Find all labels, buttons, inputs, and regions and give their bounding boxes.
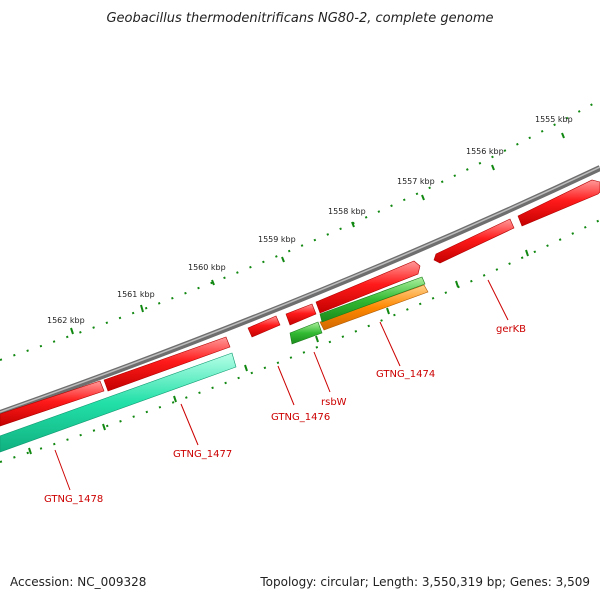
gene-gerKB-right-arrow[interactable] [517,179,600,227]
gene-label-gerKB[interactable]: gerKB [496,324,526,335]
gene-label-GTNG_1474[interactable]: GTNG_1474 [376,369,435,380]
gene-mid-small-arrow[interactable] [285,303,317,326]
gene-label-leaders [54,279,509,491]
gene-rsbW-green[interactable] [289,321,323,345]
scale-inner-major-ticks [28,249,529,455]
scale-label-1555: 1555 kbp [535,115,573,124]
gene-label-GTNG_1477[interactable]: GTNG_1477 [173,449,232,460]
forward-strand-genes [0,179,600,427]
accession-text: Accession: NC_009328 [10,575,147,589]
scale-label-1562: 1562 kbp [47,316,85,325]
genome-title: Geobacillus thermodenitrificans NG80-2, … [106,11,494,26]
scale-label-1559: 1559 kbp [258,235,296,244]
gene-gerKB-arrow[interactable] [433,218,515,264]
scale-dots-inner [0,219,600,463]
gene-label-GTNG_1476[interactable]: GTNG_1476 [271,412,330,423]
scale-label-1556: 1556 kbp [466,147,504,156]
scale-label-1560: 1560 kbp [188,263,226,272]
gene-GTNG_1477-teal[interactable] [0,352,237,453]
scale-label-1558: 1558 kbp [328,207,366,216]
scale-label-1561: 1561 kbp [117,290,155,299]
gene-GTNG_1476-arrow[interactable] [247,315,281,338]
gene-GTNG_1478-arrow[interactable] [0,380,105,427]
scale-major-ticks [70,132,565,335]
genome-summary-text: Topology: circular; Length: 3,550,319 bp… [260,575,590,589]
gene-right-of-1474-arrow[interactable] [315,260,421,314]
scale-label-1557: 1557 kbp [397,177,435,186]
reverse-strand-genes [0,276,429,453]
gene-GTNG_1474-green[interactable] [319,276,426,323]
gene-label-GTNG_1478[interactable]: GTNG_1478 [44,494,103,505]
gene-GTNG_1477-arrow[interactable] [103,336,231,392]
gene-label-rsbW[interactable]: rsbW [321,397,347,408]
scale-dots-outer [0,99,600,361]
genome-backbone [0,165,600,416]
